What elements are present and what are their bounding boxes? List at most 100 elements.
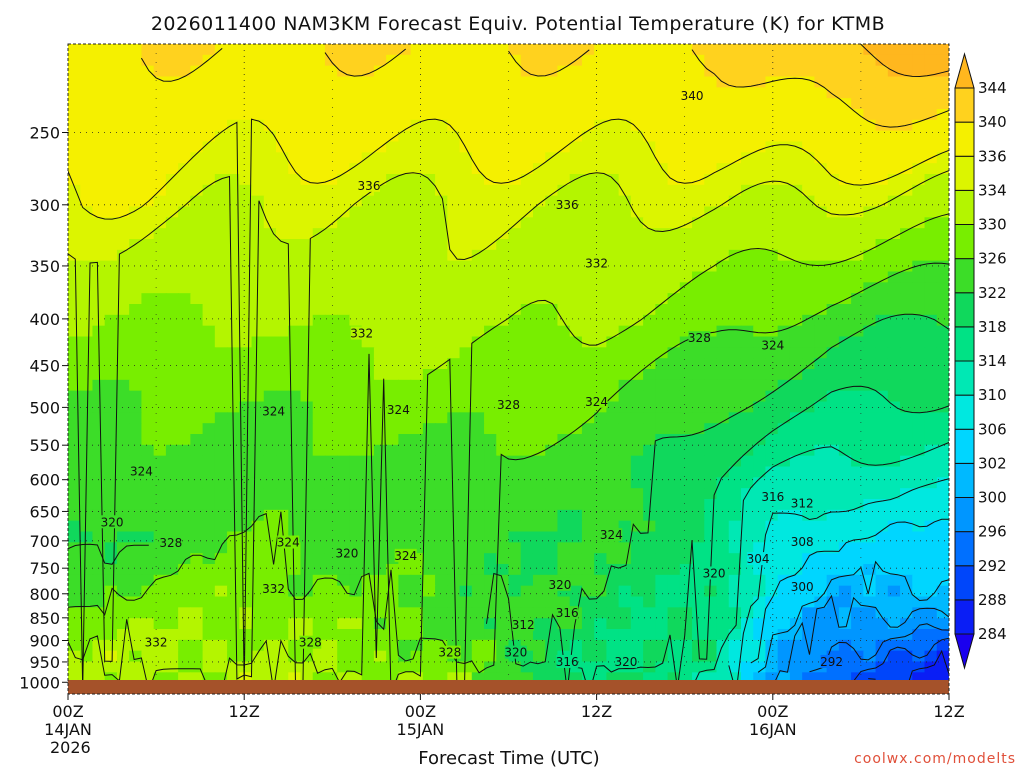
field-cell [300, 379, 314, 392]
field-cell [887, 488, 901, 500]
field-cell [814, 531, 828, 543]
field-cell [227, 618, 240, 630]
field-cell [704, 271, 718, 283]
field-cell [422, 325, 436, 338]
field-cell [300, 130, 314, 143]
field-cell [777, 423, 791, 435]
field-cell [104, 98, 118, 110]
field-cell [214, 325, 228, 338]
field-cell [447, 390, 461, 403]
field-cell [900, 174, 913, 186]
field-cell [104, 293, 118, 305]
field-cell [826, 574, 840, 587]
field-cell [312, 618, 326, 630]
field-cell [655, 195, 669, 208]
field-cell [545, 639, 559, 652]
field-cell [924, 531, 938, 543]
field-cell [655, 434, 669, 446]
field-cell [68, 531, 81, 543]
field-cell [471, 509, 485, 522]
field-cell [263, 639, 277, 652]
field-cell [838, 109, 852, 121]
field-cell [165, 499, 179, 511]
field-cell [692, 596, 705, 608]
field-cell [190, 163, 204, 175]
field-cell [214, 618, 228, 630]
field-cell [153, 174, 167, 186]
field-cell [178, 119, 191, 132]
field-cell [386, 249, 399, 262]
field-cell [851, 293, 864, 305]
field-cell [227, 119, 240, 132]
field-cell [789, 672, 803, 684]
field-cell [777, 585, 791, 598]
field-cell [337, 672, 351, 684]
field-cell [924, 44, 938, 56]
field-cell [630, 466, 644, 478]
field-cell [704, 650, 718, 663]
field-cell [300, 629, 314, 641]
field-cell [447, 347, 461, 359]
field-cell [129, 672, 143, 684]
field-cell [679, 444, 693, 457]
field-cell [912, 607, 926, 619]
field-cell [569, 163, 583, 175]
field-cell [643, 109, 656, 121]
field-cell [484, 390, 497, 403]
field-cell [373, 184, 387, 197]
field-cell [630, 76, 644, 88]
field-cell [104, 87, 118, 99]
field-cell [630, 499, 644, 511]
contour-label-bg [791, 534, 814, 548]
field-cell [410, 672, 424, 684]
field-cell [361, 423, 375, 435]
field-cell [851, 152, 864, 164]
field-cell [263, 444, 277, 457]
field-cell [471, 379, 485, 392]
field-cell [887, 163, 901, 175]
field-cell [178, 141, 191, 153]
field-cell [68, 282, 81, 294]
field-cell [679, 314, 693, 327]
field-cell [141, 184, 155, 197]
field-cell [300, 499, 314, 511]
field-cell [386, 260, 399, 273]
field-cell [508, 325, 522, 338]
field-cell [165, 369, 179, 381]
field-cell [520, 369, 534, 381]
field-cell [361, 672, 375, 684]
field-cell [826, 629, 840, 641]
field-cell [324, 336, 338, 348]
y-axis: 2503003504004505005506006507007508008509… [19, 123, 68, 692]
field-cell [141, 239, 155, 251]
field-cell [692, 206, 705, 218]
field-cell [227, 369, 240, 381]
field-cell [692, 217, 705, 229]
field-cell [814, 542, 828, 554]
field-cell [165, 109, 179, 121]
field-cell [838, 455, 852, 468]
field-cell [276, 163, 289, 175]
field-cell [300, 87, 314, 99]
field-cell [630, 260, 644, 273]
field-cell [618, 184, 632, 197]
field-cell [141, 336, 155, 348]
field-cell [459, 412, 473, 424]
field-cell [435, 455, 448, 468]
field-cell [838, 76, 852, 88]
field-cell [838, 477, 852, 489]
field-cell [887, 564, 901, 576]
field-cell [202, 325, 216, 338]
field-cell [924, 629, 938, 641]
field-cell [545, 390, 559, 403]
plot-area [68, 44, 949, 694]
field-cell [129, 87, 143, 99]
field-cell [190, 509, 204, 522]
field-cell [80, 217, 94, 229]
field-cell [300, 618, 314, 630]
field-cell [936, 152, 949, 164]
field-cell [875, 239, 889, 251]
contour-label-bg [497, 397, 520, 411]
field-cell [789, 596, 803, 608]
field-cell [288, 109, 302, 121]
